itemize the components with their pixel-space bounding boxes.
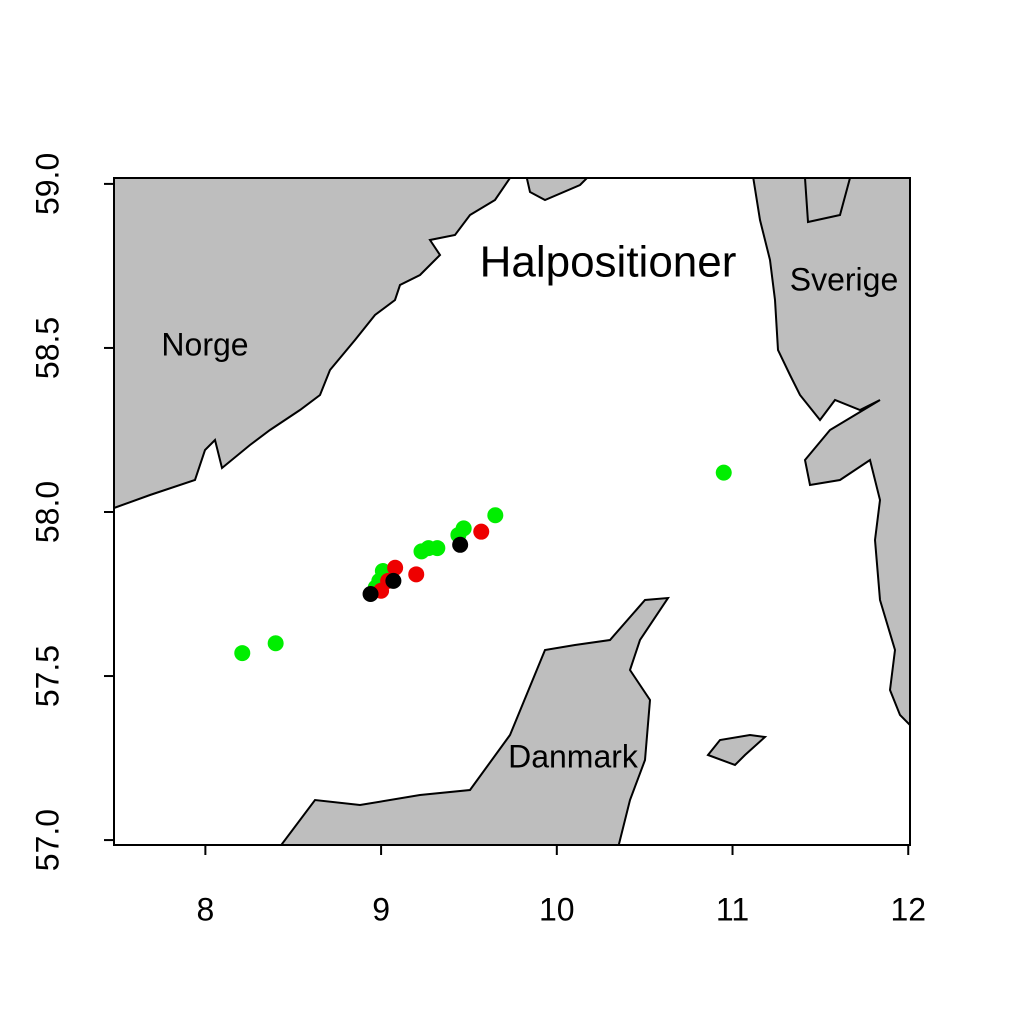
haul-point (267, 635, 284, 652)
haul-point (362, 586, 379, 603)
sweden-islet (803, 178, 852, 224)
norway (114, 178, 512, 510)
denmark (280, 596, 670, 845)
haul-point (408, 566, 425, 583)
haul-point (473, 523, 490, 540)
haul-point (715, 464, 732, 481)
x-tick-label: 8 (196, 891, 214, 927)
land (114, 178, 910, 845)
haul-point (387, 559, 404, 576)
country-label: Danmark (508, 738, 639, 774)
y-tick-label: 58.0 (29, 481, 65, 543)
y-tick-label: 57.5 (29, 645, 65, 707)
x-tick-label: 10 (539, 891, 575, 927)
x-tick-label: 12 (890, 891, 926, 927)
y-tick-label: 57.0 (29, 809, 65, 871)
country-label: Norge (161, 326, 248, 362)
haul-point (413, 543, 430, 560)
y-tick-label: 58.5 (29, 317, 65, 379)
haul-point (385, 572, 402, 589)
norway-islet (525, 178, 589, 202)
map-title: Halpositioner (480, 238, 737, 287)
y-tick-label: 59.0 (29, 153, 65, 215)
haul-point (234, 645, 251, 662)
x-tick-label: 11 (716, 891, 749, 927)
x-tick-label: 9 (372, 891, 390, 927)
points (234, 464, 732, 662)
haul-point (487, 507, 504, 524)
sweden (752, 178, 910, 727)
laeso (706, 733, 768, 767)
country-label: Sverige (790, 261, 899, 297)
haul-point (452, 536, 469, 553)
